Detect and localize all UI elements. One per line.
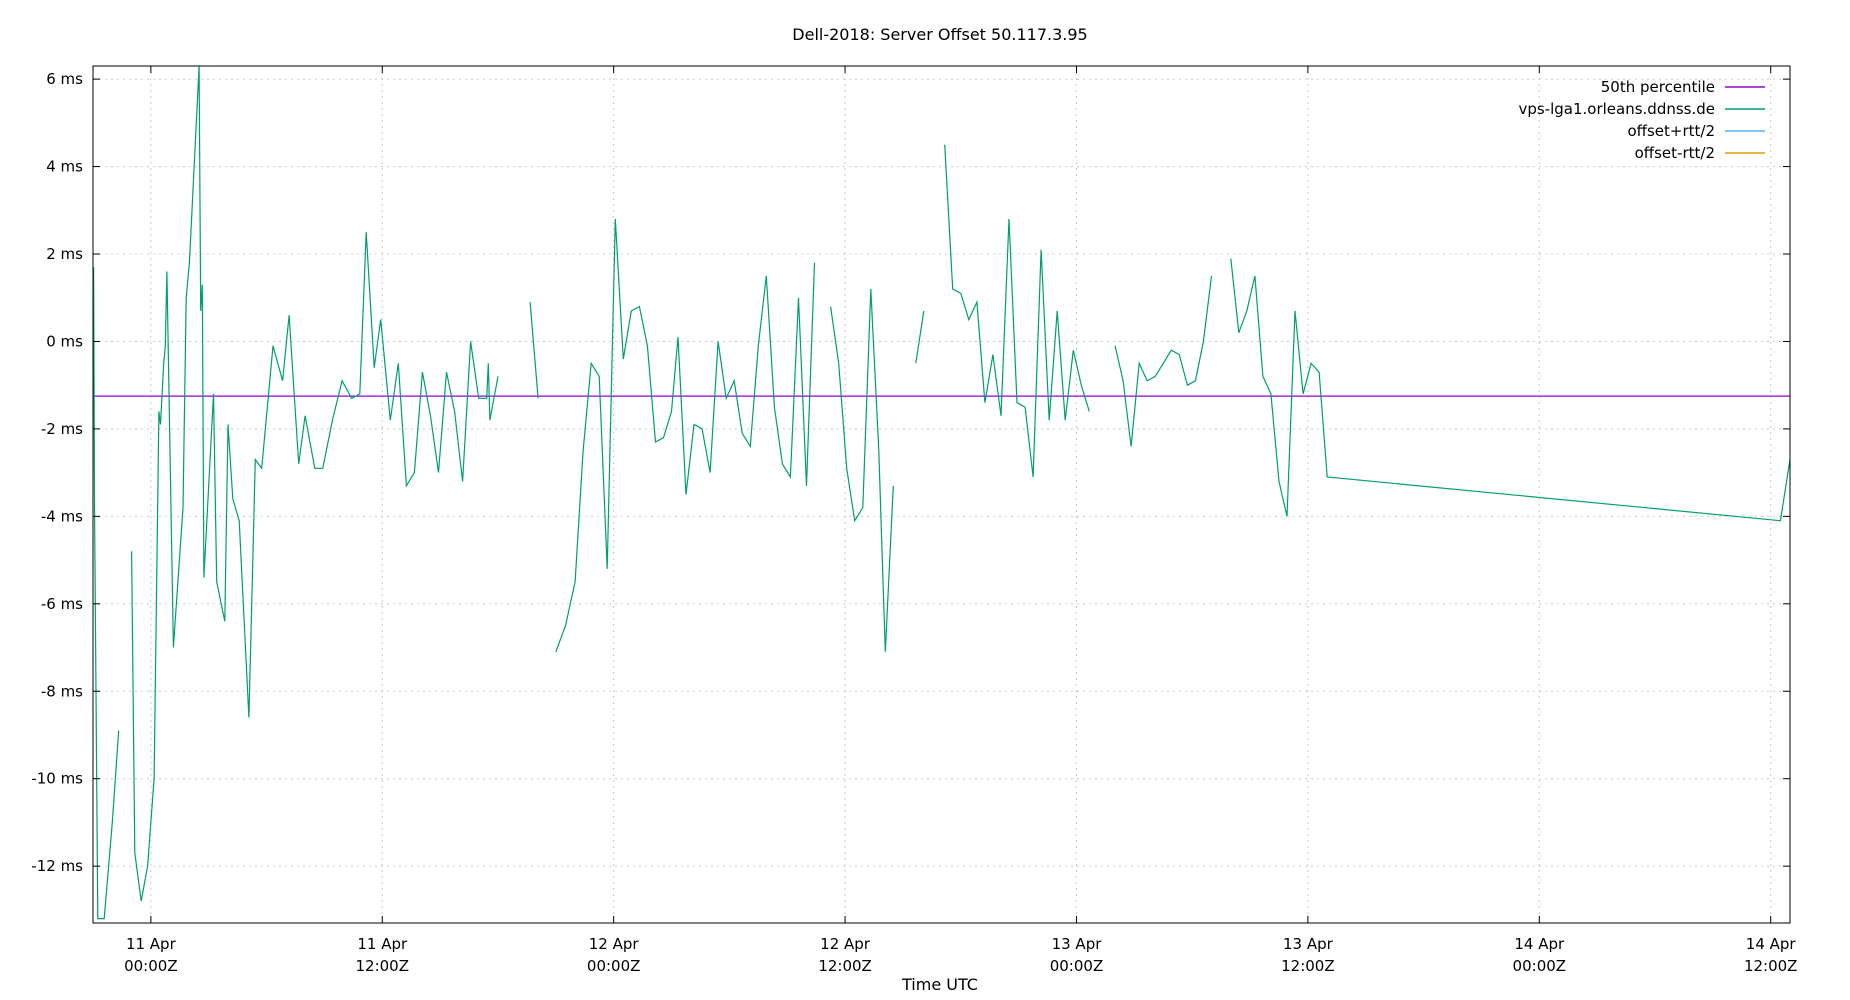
series-line-segment xyxy=(529,302,539,399)
y-tick-label: 4 ms xyxy=(46,158,83,176)
x-tick-label-time: 12:00Z xyxy=(818,957,872,975)
legend-label: 50th percentile xyxy=(1601,78,1715,96)
x-axis-ticks: 11 Apr 00:00Z 11 Apr 12:00Z 12 Apr 00:00Z 12 A… xyxy=(124,66,1797,975)
y-axis-ticks: 6 ms 4 ms 2 ms 0 ms -2 ms -4 ms -6 ms -8 ms -10 … xyxy=(31,70,1790,875)
x-tick-label-time: 00:00Z xyxy=(587,957,641,975)
y-tick-label: -2 ms xyxy=(41,420,83,438)
y-tick-label: -6 ms xyxy=(41,595,83,613)
plot-frame xyxy=(92,65,1791,924)
x-tick-label-date: 11 Apr xyxy=(357,935,408,953)
series-line-segment xyxy=(1230,258,1791,522)
series-layer xyxy=(93,65,1791,920)
chart-title: Dell-2018: Server Offset 50.117.3.95 xyxy=(792,25,1087,44)
series-line-segment xyxy=(93,267,120,920)
x-tick-label-time: 00:00Z xyxy=(1513,957,1567,975)
y-tick-label: -10 ms xyxy=(31,770,83,788)
legend: 50th percentile vps-lga1.orleans.ddnss.de… xyxy=(1518,78,1765,162)
y-tick-label: -12 ms xyxy=(31,857,83,875)
x-tick-label-date: 14 Apr xyxy=(1514,935,1565,953)
y-tick-label: 6 ms xyxy=(46,70,83,88)
x-tick-label-date: 12 Apr xyxy=(589,935,640,953)
y-tick-label: -4 ms xyxy=(41,507,83,525)
x-tick-label-date: 11 Apr xyxy=(126,935,177,953)
y-tick-label: -8 ms xyxy=(41,682,83,700)
x-tick-label-time: 12:00Z xyxy=(1281,957,1335,975)
x-tick-label-date: 14 Apr xyxy=(1746,935,1797,953)
legend-label: offset+rtt/2 xyxy=(1627,122,1715,140)
series-line-segment xyxy=(131,65,499,902)
x-tick-label-date: 12 Apr xyxy=(820,935,871,953)
x-tick-label-date: 13 Apr xyxy=(1283,935,1334,953)
series-line-segment xyxy=(944,144,1090,478)
y-tick-label: 2 ms xyxy=(46,245,83,263)
series-line-segment xyxy=(1114,275,1213,447)
legend-label: offset-rtt/2 xyxy=(1635,144,1715,162)
x-tick-label-time: 00:00Z xyxy=(124,957,178,975)
x-tick-label-time: 12:00Z xyxy=(1744,957,1798,975)
series-line-segment xyxy=(555,218,816,653)
x-tick-label-time: 12:00Z xyxy=(356,957,410,975)
grid-layer xyxy=(93,66,1790,923)
x-tick-label-date: 13 Apr xyxy=(1052,935,1103,953)
x-tick-label-time: 00:00Z xyxy=(1050,957,1104,975)
y-tick-label: 0 ms xyxy=(46,332,83,350)
series-line-segment xyxy=(915,310,925,364)
x-axis-label: Time UTC xyxy=(901,975,978,994)
series-line-segment xyxy=(830,288,894,652)
legend-label: vps-lga1.orleans.ddnss.de xyxy=(1518,100,1715,118)
